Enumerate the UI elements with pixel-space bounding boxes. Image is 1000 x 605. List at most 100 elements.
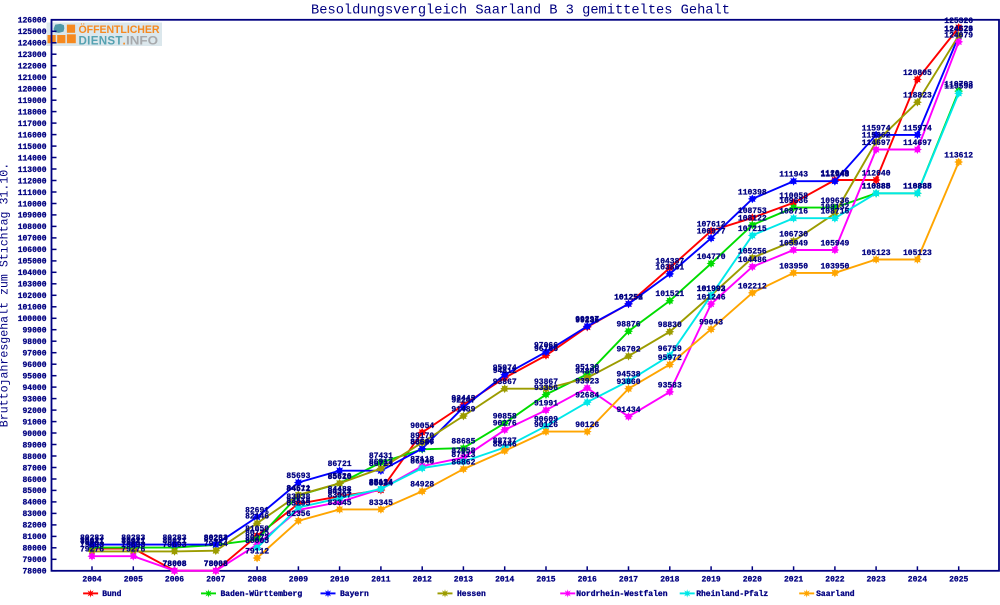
- svg-text:105256: 105256: [738, 247, 767, 256]
- svg-text:113612: 113612: [944, 151, 973, 160]
- svg-text:85620: 85620: [328, 473, 352, 482]
- svg-text:.: .: [123, 35, 126, 48]
- svg-text:95074: 95074: [493, 364, 517, 373]
- svg-text:DIENST: DIENST: [79, 35, 123, 48]
- svg-text:80283: 80283: [121, 534, 145, 543]
- svg-text:106000: 106000: [18, 246, 47, 255]
- svg-text:79112: 79112: [245, 547, 269, 556]
- svg-text:89000: 89000: [22, 441, 46, 450]
- svg-text:112040: 112040: [862, 169, 891, 178]
- svg-text:120000: 120000: [18, 86, 47, 95]
- svg-text:110888: 110888: [862, 183, 891, 192]
- svg-text:80021: 80021: [121, 537, 145, 546]
- svg-text:86913: 86913: [369, 458, 393, 467]
- svg-text:94000: 94000: [22, 384, 46, 393]
- svg-text:93583: 93583: [658, 381, 682, 390]
- svg-text:93356: 93356: [534, 384, 558, 393]
- svg-text:2017: 2017: [619, 575, 638, 584]
- svg-text:80021: 80021: [80, 537, 104, 546]
- svg-text:111943: 111943: [779, 171, 808, 180]
- svg-text:2021: 2021: [784, 575, 803, 584]
- svg-text:91489: 91489: [451, 405, 475, 414]
- svg-text:Rheinland-Pfalz: Rheinland-Pfalz: [696, 590, 768, 599]
- svg-text:107000: 107000: [18, 235, 47, 244]
- svg-text:106977: 106977: [697, 228, 726, 237]
- svg-text:91434: 91434: [616, 406, 640, 415]
- svg-text:85610: 85610: [328, 473, 352, 482]
- svg-text:2019: 2019: [701, 575, 720, 584]
- svg-text:93867: 93867: [534, 378, 558, 387]
- svg-text:2009: 2009: [289, 575, 308, 584]
- svg-text:114697: 114697: [862, 139, 891, 148]
- svg-text:118000: 118000: [18, 108, 47, 117]
- svg-text:80000: 80000: [22, 545, 46, 554]
- svg-text:100000: 100000: [18, 315, 47, 324]
- svg-text:94800: 94800: [575, 367, 599, 376]
- svg-text:115974: 115974: [862, 124, 891, 133]
- svg-text:125326: 125326: [944, 17, 973, 26]
- svg-text:89170: 89170: [410, 432, 434, 441]
- svg-text:79754: 79754: [204, 540, 228, 549]
- svg-text:85134: 85134: [369, 478, 393, 487]
- svg-text:124000: 124000: [18, 40, 47, 49]
- svg-text:115974: 115974: [903, 124, 932, 133]
- svg-text:Nordrhein-Westfalen: Nordrhein-Westfalen: [576, 590, 667, 599]
- svg-text:99236: 99236: [575, 316, 599, 325]
- svg-text:2015: 2015: [536, 575, 555, 584]
- svg-text:96702: 96702: [616, 346, 640, 355]
- svg-text:94812: 94812: [493, 367, 517, 376]
- svg-text:87858: 87858: [451, 447, 475, 456]
- svg-text:90609: 90609: [534, 416, 558, 425]
- svg-text:101253: 101253: [614, 293, 643, 302]
- svg-text:91000: 91000: [22, 418, 46, 427]
- svg-text:83518: 83518: [286, 497, 310, 506]
- svg-text:119793: 119793: [944, 81, 973, 90]
- svg-text:107215: 107215: [738, 225, 767, 234]
- svg-text:84572: 84572: [286, 485, 310, 494]
- svg-text:2005: 2005: [124, 575, 143, 584]
- svg-text:83295: 83295: [286, 499, 310, 508]
- svg-text:79693: 79693: [121, 541, 145, 550]
- svg-text:79000: 79000: [22, 556, 46, 565]
- svg-text:86721: 86721: [328, 460, 352, 469]
- svg-text:79693: 79693: [162, 541, 186, 550]
- svg-text:101000: 101000: [18, 304, 47, 313]
- svg-text:88737: 88737: [493, 437, 517, 446]
- svg-text:80283: 80283: [204, 534, 228, 543]
- svg-text:81050: 81050: [245, 525, 269, 534]
- svg-text:84000: 84000: [22, 499, 46, 508]
- svg-text:111943: 111943: [820, 171, 849, 180]
- svg-text:98876: 98876: [616, 321, 640, 330]
- svg-text:80273: 80273: [245, 534, 269, 543]
- svg-text:115362: 115362: [862, 131, 891, 140]
- svg-text:2020: 2020: [743, 575, 762, 584]
- svg-text:124623: 124623: [944, 25, 973, 34]
- svg-text:84488: 84488: [328, 486, 352, 495]
- svg-text:92684: 92684: [575, 392, 599, 401]
- svg-text:85034: 85034: [369, 480, 393, 489]
- svg-text:102212: 102212: [738, 282, 767, 291]
- svg-text:103950: 103950: [820, 262, 849, 271]
- svg-text:Bayern: Bayern: [340, 590, 369, 599]
- svg-text:124079: 124079: [944, 31, 973, 40]
- svg-text:88000: 88000: [22, 453, 46, 462]
- svg-text:101246: 101246: [697, 293, 726, 302]
- svg-text:90054: 90054: [410, 422, 434, 431]
- svg-text:123000: 123000: [18, 51, 47, 60]
- svg-text:103861: 103861: [655, 263, 684, 272]
- svg-text:98000: 98000: [22, 338, 46, 347]
- svg-text:95130: 95130: [575, 364, 599, 373]
- svg-text:109636: 109636: [820, 197, 849, 206]
- svg-text:112000: 112000: [18, 177, 47, 186]
- svg-text:2025: 2025: [949, 575, 968, 584]
- svg-text:2013: 2013: [454, 575, 473, 584]
- svg-text:83345: 83345: [369, 499, 393, 508]
- svg-text:78008: 78008: [162, 560, 186, 569]
- svg-text:2004: 2004: [82, 575, 101, 584]
- svg-text:2006: 2006: [165, 575, 184, 584]
- svg-text:99297: 99297: [575, 316, 599, 325]
- svg-text:105000: 105000: [18, 258, 47, 267]
- svg-text:84321: 84321: [328, 488, 352, 497]
- svg-text:2018: 2018: [660, 575, 679, 584]
- svg-text:79276: 79276: [121, 546, 145, 555]
